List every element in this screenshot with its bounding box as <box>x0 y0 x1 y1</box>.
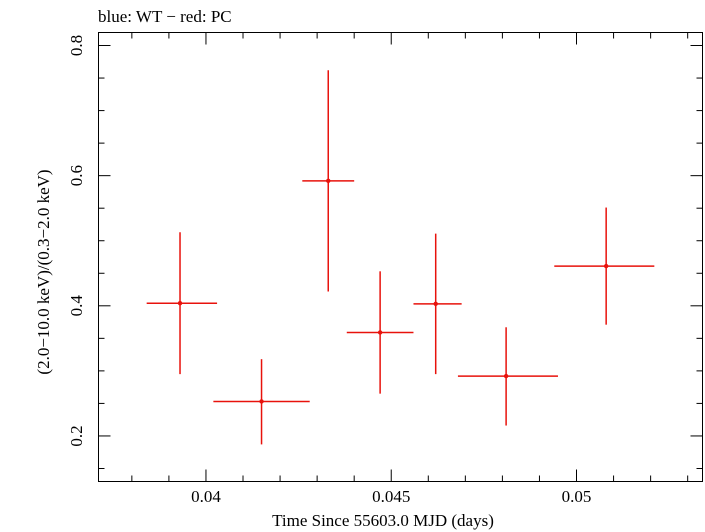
data-point <box>413 233 462 375</box>
y-tick-label: 0.8 <box>67 35 86 56</box>
point-marker <box>259 399 264 404</box>
data-point <box>457 327 558 426</box>
data-point <box>213 359 310 445</box>
y-axis-label: (2.0−10.0 keV)/(0.3−2.0 keV) <box>34 169 53 374</box>
data-point <box>554 207 655 325</box>
plot-frame <box>98 32 703 482</box>
point-marker <box>503 373 509 379</box>
y-tick-label: 0.6 <box>67 165 86 186</box>
chart-title: blue: WT − red: PC <box>98 7 232 26</box>
axis-ticks <box>98 32 703 482</box>
point-marker <box>177 301 183 306</box>
point-marker <box>433 301 438 307</box>
point-marker <box>377 330 383 335</box>
axis-tick-labels: 0.04 0.045 0.05 0.2 0.4 0.6 0.8 <box>67 35 591 506</box>
point-marker <box>603 263 609 269</box>
x-tick-label: 0.045 <box>372 487 410 506</box>
data-points <box>146 70 655 445</box>
x-axis-label: Time Since 55603.0 MJD (days) <box>272 511 494 530</box>
y-tick-label: 0.4 <box>67 295 86 317</box>
data-point <box>302 70 355 292</box>
point-marker <box>326 178 331 184</box>
y-tick-label: 0.2 <box>67 425 86 446</box>
x-tick-label: 0.04 <box>191 487 221 506</box>
data-point <box>346 271 414 394</box>
x-tick-label: 0.05 <box>562 487 592 506</box>
data-point <box>146 232 218 375</box>
